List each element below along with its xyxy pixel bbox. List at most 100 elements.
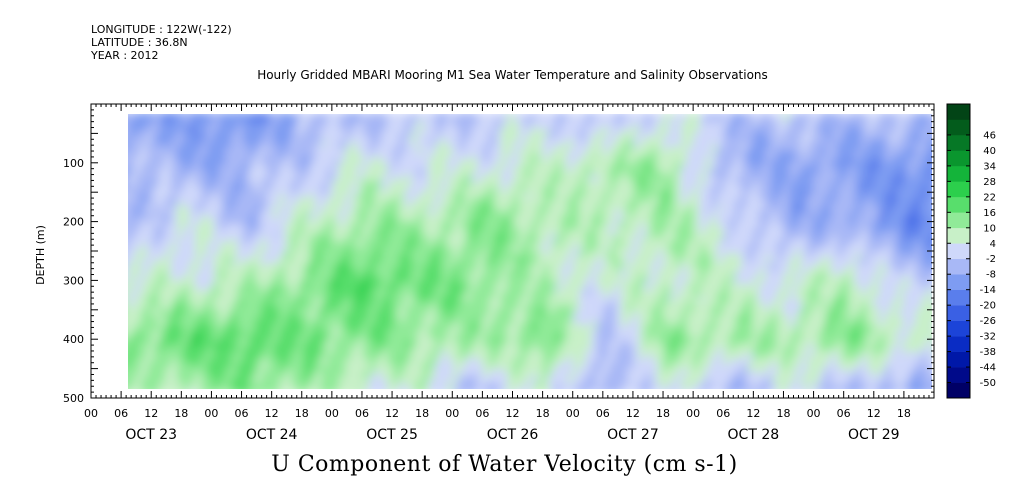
velocity-cell <box>309 306 316 310</box>
velocity-cell <box>213 121 220 125</box>
velocity-cell <box>411 241 418 246</box>
velocity-cell <box>381 344 388 348</box>
velocity-cell <box>255 235 262 240</box>
velocity-cell <box>339 200 346 204</box>
velocity-cell <box>231 315 238 319</box>
velocity-cell <box>273 315 280 319</box>
velocity-cell <box>357 121 364 125</box>
velocity-cell <box>141 156 148 160</box>
velocity-cell <box>147 373 154 378</box>
velocity-cell <box>345 162 352 166</box>
velocity-cell <box>231 212 238 216</box>
velocity-cell <box>357 156 364 160</box>
velocity-cell <box>285 212 292 216</box>
velocity-cell <box>243 191 250 196</box>
velocity-cell <box>267 291 274 296</box>
velocity-cell <box>129 376 136 381</box>
velocity-cell <box>231 188 238 193</box>
velocity-cell <box>177 368 184 372</box>
velocity-cell <box>153 368 160 372</box>
velocity-cell <box>213 179 220 184</box>
velocity-cell <box>339 359 346 363</box>
velocity-cell <box>327 144 334 149</box>
velocity-cell <box>393 185 400 190</box>
velocity-cell <box>327 124 334 128</box>
velocity-cell <box>279 194 286 199</box>
velocity-cell <box>315 282 322 287</box>
velocity-cell <box>117 389 124 393</box>
velocity-cell <box>195 344 202 348</box>
velocity-cell <box>225 282 232 287</box>
velocity-cell <box>423 382 430 387</box>
velocity-cell <box>243 309 250 313</box>
velocity-cell <box>411 373 418 378</box>
velocity-cell <box>135 294 142 298</box>
velocity-cell <box>165 194 172 199</box>
velocity-cell <box>285 347 292 351</box>
velocity-cell <box>273 232 280 237</box>
velocity-cell <box>411 362 418 366</box>
velocity-cell <box>267 294 274 298</box>
velocity-cell <box>219 235 226 240</box>
velocity-cell <box>128 185 130 190</box>
velocity-cell <box>189 326 196 331</box>
velocity-cell <box>405 221 412 225</box>
velocity-cell <box>261 303 268 307</box>
velocity-cell <box>309 212 316 216</box>
velocity-cell <box>357 373 364 378</box>
velocity-cell <box>393 347 400 351</box>
velocity-cell <box>255 168 262 172</box>
velocity-cell <box>177 323 184 328</box>
velocity-cell <box>147 315 154 319</box>
velocity-cell <box>165 388 172 389</box>
velocity-cell <box>417 318 424 322</box>
velocity-cell <box>165 144 172 149</box>
velocity-cell <box>273 273 280 278</box>
velocity-cell <box>333 165 340 169</box>
velocity-cell <box>297 165 304 169</box>
velocity-cell <box>357 362 364 366</box>
velocity-cell <box>141 203 148 207</box>
velocity-cell <box>357 226 364 231</box>
velocity-cell <box>351 288 358 293</box>
velocity-cell <box>249 229 256 234</box>
velocity-cell <box>279 356 286 360</box>
velocity-cell <box>189 138 196 143</box>
velocity-cell <box>171 215 178 219</box>
velocity-cell <box>303 332 310 337</box>
velocity-cell <box>165 347 172 351</box>
velocity-cell <box>321 365 328 369</box>
velocity-cell <box>219 338 226 343</box>
velocity-cell <box>195 224 202 228</box>
velocity-cell <box>423 188 430 193</box>
velocity-cell <box>153 279 160 284</box>
velocity-cell <box>201 121 208 125</box>
velocity-cell <box>231 347 238 351</box>
velocity-cell <box>147 306 154 310</box>
velocity-cell <box>393 235 400 240</box>
velocity-cell <box>231 288 238 293</box>
velocity-cell <box>363 115 370 119</box>
velocity-cell <box>405 147 412 151</box>
velocity-cell <box>369 323 376 328</box>
velocity-cell <box>291 171 298 175</box>
velocity-cell <box>171 279 178 284</box>
velocity-cell <box>195 179 202 184</box>
velocity-cell <box>363 126 370 131</box>
velocity-cell <box>159 259 166 263</box>
velocity-cell <box>177 303 184 307</box>
velocity-cell <box>381 226 388 231</box>
velocity-cell <box>369 382 376 387</box>
velocity-cell <box>237 238 244 243</box>
velocity-cell <box>363 203 370 207</box>
velocity-cell <box>345 315 352 319</box>
velocity-cell <box>327 347 334 351</box>
velocity-cell <box>128 191 130 196</box>
velocity-cell <box>411 382 418 387</box>
velocity-cell <box>399 153 406 157</box>
velocity-cell <box>321 279 328 284</box>
velocity-cell <box>135 256 142 260</box>
velocity-cell <box>363 209 370 213</box>
velocity-cell <box>387 200 394 204</box>
velocity-cell <box>387 171 394 175</box>
